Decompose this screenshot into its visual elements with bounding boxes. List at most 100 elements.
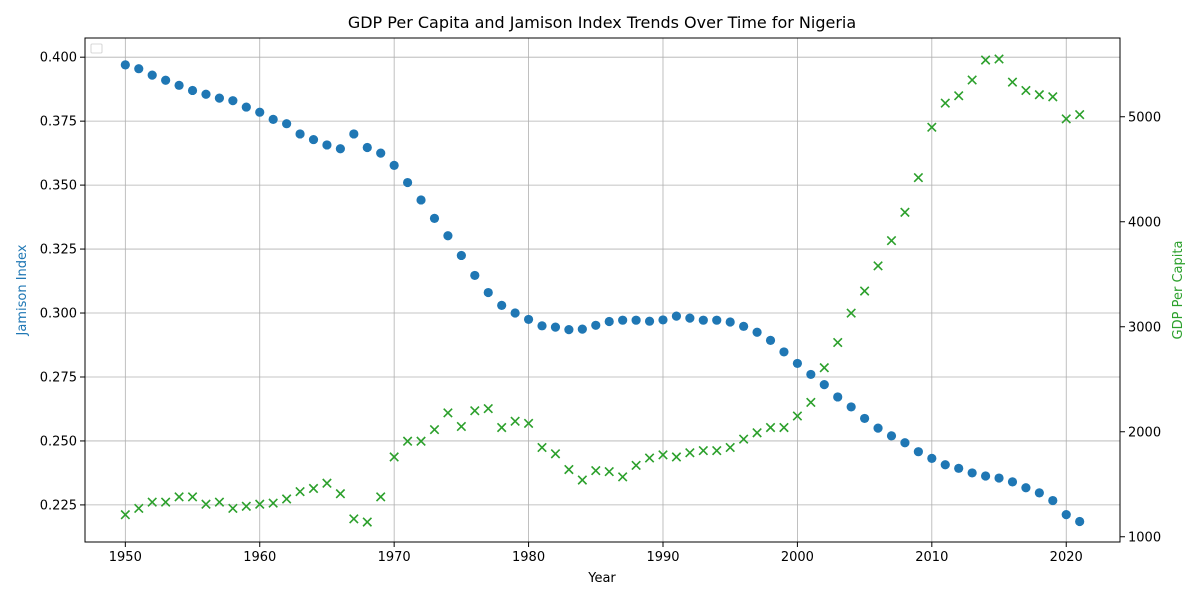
gdp-point	[859, 286, 870, 296]
y-left-tick-label: 0.275	[40, 370, 77, 385]
gdp-point	[1048, 92, 1058, 102]
gdp-point	[752, 428, 762, 438]
gdp-point	[456, 421, 467, 432]
jamison-point	[806, 369, 816, 380]
jamison-point	[752, 327, 762, 337]
jamison-point	[523, 314, 534, 325]
gdp-point	[806, 397, 816, 408]
gdp-point	[335, 488, 346, 499]
y-right-tick-label: 2000	[1128, 425, 1161, 440]
jamison-point	[470, 270, 480, 281]
jamison-point	[228, 96, 238, 106]
x-tick-label: 1950	[109, 550, 142, 565]
jamison-point	[967, 468, 977, 478]
y-left-tick-label: 0.325	[40, 243, 77, 258]
gdp-point	[631, 460, 641, 471]
jamison-point	[712, 315, 722, 325]
jamison-point	[685, 313, 695, 323]
gdp-point	[900, 207, 910, 218]
jamison-point	[282, 119, 292, 129]
jamison-point	[618, 315, 628, 325]
y-left-tick-label: 0.300	[40, 307, 77, 322]
jamison-point	[214, 93, 225, 103]
gdp-point	[1074, 109, 1085, 120]
jamison-point	[134, 64, 144, 74]
jamison-point	[994, 473, 1004, 483]
gdp-point	[241, 501, 252, 512]
gdp-point	[429, 424, 440, 435]
x-tick-label: 2010	[915, 550, 948, 565]
gdp-point	[483, 403, 494, 414]
jamison-point	[483, 287, 493, 298]
jamison-point	[120, 60, 130, 70]
jamison-point	[376, 148, 386, 158]
y-right-tick-label: 4000	[1128, 215, 1161, 230]
x-tick-label: 1980	[512, 550, 545, 565]
gdp-point	[510, 416, 520, 427]
gdp-point	[537, 442, 547, 453]
gdp-point	[765, 422, 776, 433]
jamison-point	[577, 324, 587, 334]
y-axis-label-right: GDP Per Capita	[1171, 241, 1186, 340]
jamison-point	[174, 80, 184, 90]
gdp-point	[201, 499, 211, 509]
jamison-point	[335, 144, 345, 154]
gdp-point	[1007, 77, 1018, 87]
jamison-point	[792, 358, 803, 369]
gdp-point	[967, 75, 977, 85]
jamison-point	[954, 463, 964, 473]
jamison-point	[161, 75, 171, 85]
jamison-point	[725, 317, 735, 327]
jamison-point	[322, 140, 332, 150]
gdp-point	[980, 55, 991, 65]
gdp-point	[523, 418, 534, 429]
jamison-point	[349, 129, 359, 139]
gdp-point	[564, 464, 574, 475]
jamison-point	[900, 438, 910, 448]
gdp-point	[308, 483, 319, 494]
gdp-point	[927, 122, 937, 133]
gdp-point	[362, 517, 373, 527]
jamison-point	[550, 322, 561, 332]
gdp-point	[846, 308, 856, 318]
jamison-point	[1021, 483, 1031, 493]
gdp-point	[604, 466, 614, 477]
jamison-point	[604, 316, 614, 327]
gdp-point	[160, 497, 171, 507]
jamison-point	[402, 177, 413, 188]
x-tick-label: 2000	[781, 550, 814, 565]
gdp-point	[994, 54, 1004, 64]
gdp-point	[375, 492, 386, 502]
gdp-point	[1034, 89, 1045, 100]
gdp-point	[550, 449, 561, 459]
jamison-point	[591, 320, 601, 330]
jamison-point	[537, 321, 547, 331]
chart-title: GDP Per Capita and Jamison Index Trends …	[348, 13, 856, 32]
jamison-point	[416, 195, 426, 205]
gdp-point	[134, 503, 144, 514]
jamison-point	[362, 142, 372, 153]
jamison-point	[255, 107, 265, 117]
gdp-point	[254, 499, 265, 509]
y-right-tick-label: 1000	[1128, 530, 1161, 545]
jamison-point	[631, 315, 641, 325]
gdp-point	[228, 503, 238, 514]
y-axis-label-left: Jamison Index	[15, 244, 30, 336]
jamison-point	[846, 402, 856, 412]
jamison-point	[980, 471, 991, 481]
gdp-point	[214, 497, 225, 507]
gdp-point	[322, 478, 332, 488]
gdp-point	[725, 442, 735, 453]
gdp-point	[779, 422, 789, 433]
y-left-tick-label: 0.225	[40, 498, 77, 513]
jamison-point	[268, 114, 278, 124]
jamison-point	[187, 85, 198, 96]
gdp-point	[792, 411, 803, 421]
gdp-point	[591, 465, 601, 476]
jamison-point	[429, 213, 440, 223]
gdp-point	[349, 514, 359, 524]
gdp-point	[698, 445, 709, 456]
gdp-point	[738, 434, 749, 444]
legend-box	[90, 43, 103, 54]
